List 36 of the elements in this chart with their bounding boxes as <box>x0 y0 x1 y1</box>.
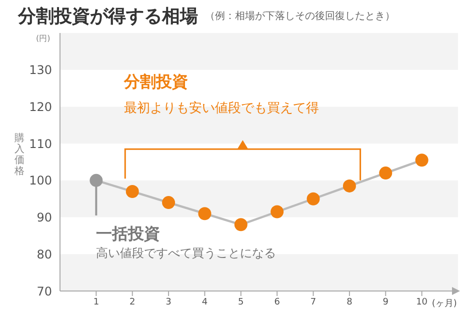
point <box>342 179 356 192</box>
x-tick-label: 8 <box>346 297 353 308</box>
point <box>306 192 320 206</box>
annotation: 高い値段ですべて買うことになる <box>96 245 276 262</box>
y-tick-label: 80 <box>36 247 52 262</box>
point <box>126 184 139 198</box>
y-axis-title: 購入価格 <box>14 133 25 177</box>
annotation: 分割投資 <box>124 72 188 93</box>
annotation: 最初よりも安い値段でも買えて得 <box>124 100 319 117</box>
x-tick-label: 3 <box>166 297 172 308</box>
x-tick-label: 7 <box>310 297 316 308</box>
x-tick-label: 10 <box>416 297 428 308</box>
y-tick-label: 110 <box>29 136 52 151</box>
annotation: 一括投資 <box>96 224 160 245</box>
chart-title: 分割投資が得する相場 <box>18 5 198 28</box>
chart-subtitle: （例：相場が下落しその後回復したとき） <box>205 10 395 23</box>
point <box>234 218 248 232</box>
x-tick-label: 1 <box>93 297 100 308</box>
point <box>270 205 284 218</box>
x-tick-label: 9 <box>382 297 389 308</box>
point <box>415 154 428 167</box>
x-axis-title: (ヶ月) <box>432 299 457 309</box>
x-tick-label: 6 <box>274 297 280 308</box>
point <box>90 174 103 187</box>
point <box>379 166 392 180</box>
x-tick-label: 4 <box>202 297 208 308</box>
text: (円) <box>36 33 50 44</box>
point <box>162 196 176 210</box>
y-tick-label: 70 <box>36 284 52 298</box>
y-tick-label: 100 <box>29 174 52 188</box>
y-tick-label: 130 <box>29 63 52 78</box>
point <box>198 207 212 220</box>
x-tick-label: 5 <box>238 297 244 308</box>
y-tick-label: 90 <box>36 210 52 225</box>
x-tick-label: 2 <box>129 297 136 308</box>
y-tick-label: 120 <box>29 100 52 114</box>
